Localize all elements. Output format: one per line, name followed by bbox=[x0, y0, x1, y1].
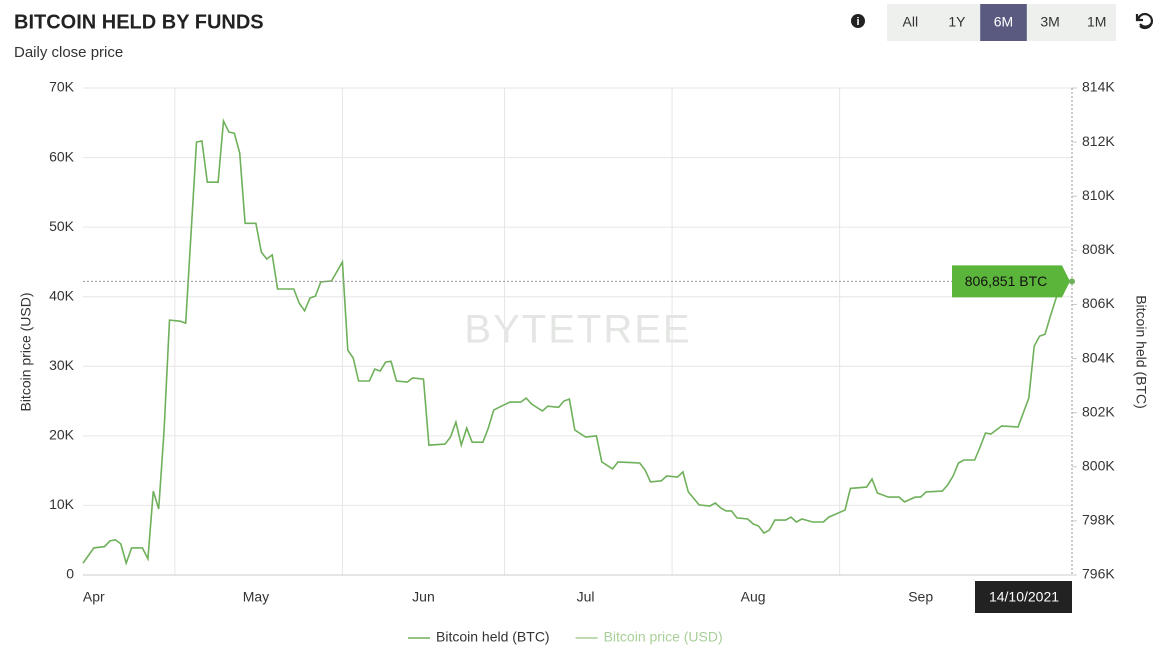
y2-axis-title: Bitcoin held (BTC) bbox=[1133, 295, 1149, 409]
legend-label[interactable]: Bitcoin price (USD) bbox=[604, 629, 723, 645]
tooltip-value: 806,851 BTC bbox=[965, 273, 1048, 289]
y-tick-label: 20K bbox=[49, 427, 75, 443]
refresh-icon[interactable] bbox=[1135, 13, 1154, 30]
y2-tick-label: 812K bbox=[1082, 133, 1115, 149]
y-tick-label: 40K bbox=[49, 287, 75, 303]
y-tick-label: 50K bbox=[49, 218, 75, 234]
grid bbox=[83, 87, 1072, 576]
range-buttons: All 1Y 6M 3M 1M bbox=[903, 4, 1106, 41]
x-tooltip-box bbox=[975, 581, 1072, 613]
y-tick-label: 10K bbox=[49, 496, 75, 512]
x-tick-label: Sep bbox=[908, 589, 933, 605]
x-tooltip-label: 14/10/2021 bbox=[989, 589, 1059, 605]
y2-tick-label: 808K bbox=[1082, 241, 1115, 257]
y-tick-label: 30K bbox=[49, 357, 75, 373]
y2-tick-label: 804K bbox=[1082, 349, 1115, 365]
y2-tick-label: 806K bbox=[1082, 295, 1115, 311]
range-label: All bbox=[903, 14, 919, 30]
info-glyph: i bbox=[856, 16, 859, 28]
y-tick-label: 70K bbox=[49, 79, 75, 95]
range-label: 6M bbox=[994, 14, 1013, 30]
range-label: 1Y bbox=[948, 14, 966, 30]
watermark: BYTETREE bbox=[464, 308, 691, 352]
y2-tick-label: 802K bbox=[1082, 403, 1115, 419]
info-icon[interactable] bbox=[851, 14, 865, 28]
legend-label[interactable]: Bitcoin held (BTC) bbox=[436, 629, 550, 645]
x-tick-label: Jun bbox=[412, 589, 435, 605]
x-tick-label: May bbox=[243, 589, 269, 605]
title: BITCOIN HELD BY FUNDS bbox=[14, 11, 264, 33]
y-axis-title: Bitcoin price (USD) bbox=[18, 292, 34, 411]
x-tick-label: Apr bbox=[83, 589, 105, 605]
y2-tick-label: 796K bbox=[1082, 566, 1115, 582]
x-tick-label: Aug bbox=[741, 589, 766, 605]
y-tick-label: 60K bbox=[49, 148, 75, 164]
y2-tick-label: 810K bbox=[1082, 187, 1115, 203]
tooltip-box bbox=[952, 265, 1070, 298]
x-tick-label: Jul bbox=[577, 589, 595, 605]
range-label: 1M bbox=[1087, 14, 1106, 30]
y-tick-label: 0 bbox=[66, 566, 74, 582]
series-line bbox=[82, 118, 1073, 566]
y2-tick-label: 814K bbox=[1082, 79, 1115, 95]
point-marker bbox=[1069, 278, 1075, 285]
subtitle: Daily close price bbox=[14, 44, 123, 61]
range-label: 3M bbox=[1040, 14, 1059, 30]
range-button[interactable] bbox=[980, 4, 1027, 41]
y2-tick-label: 798K bbox=[1082, 512, 1115, 528]
y2-tick-label: 800K bbox=[1082, 457, 1115, 473]
